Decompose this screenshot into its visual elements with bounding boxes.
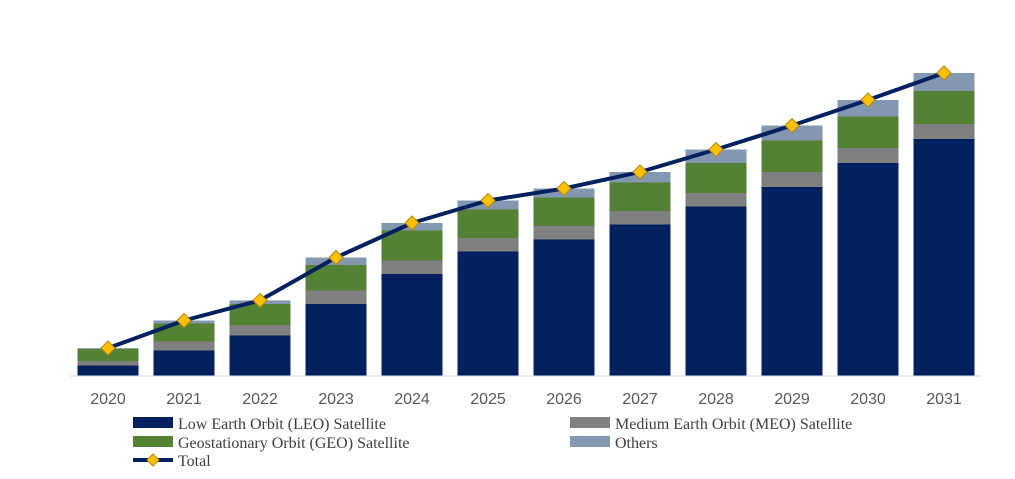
total-marker-2020 (100, 340, 116, 356)
x-tick-2020: 2020 (90, 391, 126, 408)
total-marker-2023 (328, 249, 344, 266)
bar-geo-2025 (457, 209, 519, 238)
total-marker-2028 (708, 141, 724, 158)
x-tick-2030: 2030 (850, 391, 886, 408)
x-tick-2022: 2022 (242, 391, 278, 408)
bar-meo-2020 (77, 361, 139, 366)
bar-leo-2026 (533, 239, 595, 376)
bar-geo-2030 (837, 116, 899, 148)
bar-geo-2027 (609, 182, 671, 211)
legend-label-meo: Medium Earth Orbit (MEO) Satellite (615, 416, 852, 433)
x-tick-2029: 2029 (774, 391, 810, 408)
bar-leo-2028 (685, 206, 747, 376)
legend: Low Earth Orbit (LEO) Satellite Medium E… (133, 416, 852, 470)
bar-leo-2021 (153, 350, 215, 376)
bar-leo-2027 (609, 224, 671, 376)
bar-meo-2027 (609, 211, 671, 225)
bar-geo-2022 (229, 304, 291, 325)
legend-swatch-leo (133, 417, 173, 428)
bar-meo-2022 (229, 325, 291, 336)
bar-meo-2021 (153, 341, 215, 351)
bar-meo-2031 (913, 124, 975, 139)
total-marker-2029 (784, 117, 800, 134)
bar-geo-2024 (381, 230, 443, 261)
bar-meo-2023 (305, 290, 367, 304)
bar-meo-2029 (761, 172, 823, 187)
x-tick-2021: 2021 (166, 391, 202, 408)
bar-meo-2026 (533, 226, 595, 240)
bar-meo-2028 (685, 193, 747, 207)
legend-item-geo: Geostationary Orbit (GEO) Satellite (133, 435, 410, 452)
bar-geo-2026 (533, 197, 595, 226)
x-tick-2026: 2026 (546, 391, 582, 408)
total-marker-2021 (176, 312, 192, 329)
bar-meo-2025 (457, 238, 519, 252)
total-line (107, 71, 945, 350)
x-tick-2028: 2028 (698, 391, 734, 408)
bar-geo-2031 (913, 91, 975, 124)
legend-item-leo: Low Earth Orbit (LEO) Satellite (133, 416, 386, 433)
legend-item-others: Others (570, 435, 658, 452)
bar-meo-2030 (837, 148, 899, 163)
legend-label-others: Others (615, 435, 658, 452)
legend-swatch-geo (133, 436, 173, 447)
bar-leo-2029 (761, 187, 823, 376)
total-marker-2024 (404, 215, 420, 231)
legend-item-meo: Medium Earth Orbit (MEO) Satellite (570, 416, 852, 433)
total-marker-2027 (632, 164, 648, 180)
total-marker-2022 (252, 292, 268, 309)
x-tick-2024: 2024 (394, 391, 430, 408)
legend-item-total: Total (133, 453, 211, 470)
total-marker-2031 (936, 65, 952, 81)
total-marker-2026 (556, 180, 572, 197)
legend-swatch-meo (570, 417, 610, 428)
bar-leo-2022 (229, 335, 291, 376)
bars-layer (77, 73, 975, 376)
total-line-layer (100, 65, 952, 356)
legend-marker-total (146, 453, 160, 467)
legend-label-leo: Low Earth Orbit (LEO) Satellite (178, 416, 386, 433)
legend-label-geo: Geostationary Orbit (GEO) Satellite (178, 435, 410, 452)
bar-geo-2028 (685, 163, 747, 193)
bar-geo-2029 (761, 140, 823, 172)
bar-leo-2023 (305, 304, 367, 376)
total-marker-2030 (860, 92, 876, 108)
bar-leo-2020 (77, 365, 139, 376)
x-tick-2031: 2031 (926, 391, 962, 408)
x-tick-2023: 2023 (318, 391, 354, 408)
total-marker-2025 (480, 192, 496, 209)
legend-label-total: Total (178, 453, 211, 470)
x-tick-2025: 2025 (470, 391, 506, 408)
bar-leo-2024 (381, 274, 443, 376)
bar-meo-2024 (381, 260, 443, 274)
x-tick-labels: 2020 2021 2022 2023 2024 2025 2026 2027 2028 2029… (90, 391, 962, 408)
bar-leo-2031 (913, 139, 975, 376)
legend-swatch-others (570, 436, 610, 447)
bar-leo-2030 (837, 163, 899, 376)
x-tick-2027: 2027 (622, 391, 658, 408)
bar-leo-2025 (457, 251, 519, 376)
